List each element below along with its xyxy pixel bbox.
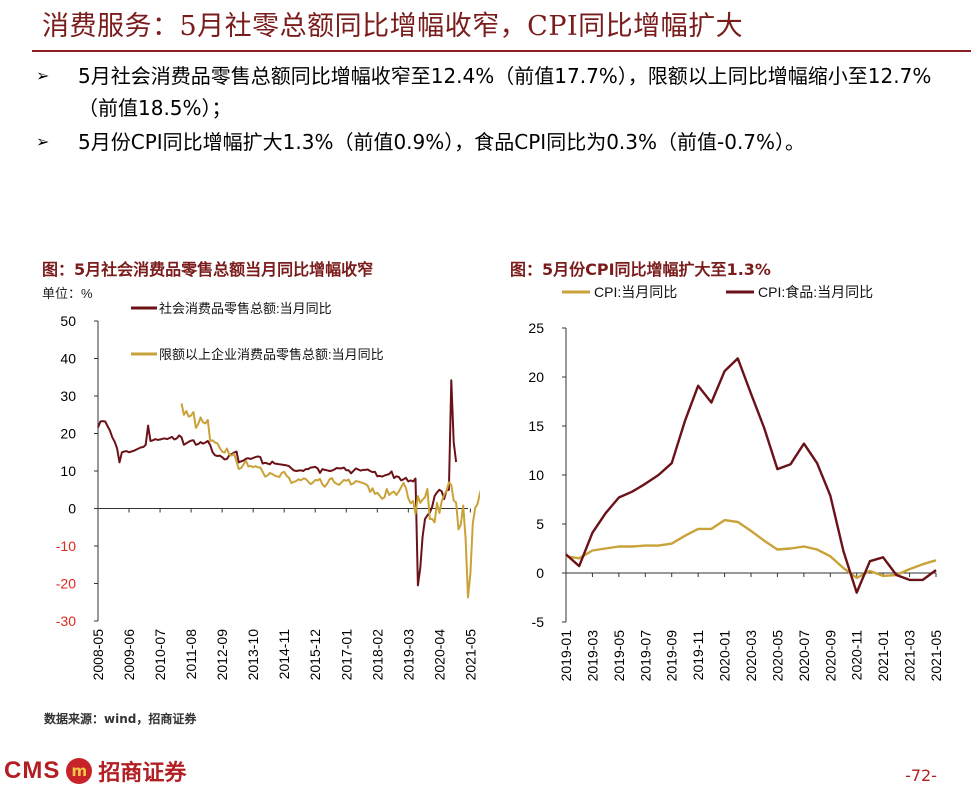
- y-tick-label: 20: [528, 369, 544, 385]
- page-number: -72-: [905, 766, 937, 785]
- logo-text-cn: 招商证券: [98, 760, 187, 786]
- bullet-item: ➢ 5月社会消费品零售总额同比增幅收窄至12.4%（前值17.7%），限额以上同…: [36, 60, 956, 124]
- cpi-chart-panel: 图：5月份CPI同比增幅扩大至1.3% 25 20 15 10 5 0 -5 2019-01 2…: [504, 248, 954, 708]
- x-tick-label: 2019-11: [690, 630, 706, 681]
- chart-title: 图：5月社会消费品零售总额当月同比增幅收窄: [42, 260, 374, 279]
- y-tick-label: 50: [60, 313, 76, 329]
- series-line-cpi-food: [565, 357, 937, 594]
- x-tick-label: 2018-02: [369, 629, 385, 681]
- x-tick-label: 2017-01: [338, 629, 354, 681]
- data-source-note: 数据来源：wind，招商证券: [44, 712, 197, 726]
- y-tick-label: 20: [60, 426, 76, 442]
- x-tick-label: 2014-11: [276, 629, 292, 680]
- x-tick-label: 2013-10: [245, 629, 261, 681]
- x-tick-label: 2020-03: [743, 630, 759, 682]
- unit-label: 单位：%: [42, 286, 93, 301]
- x-tick-label: 2020-05: [769, 630, 785, 682]
- legend-label: 限额以上企业消费品零售总额:当月同比: [159, 347, 384, 362]
- chart-title: 图：5月份CPI同比增幅扩大至1.3%: [510, 260, 771, 279]
- bullet-text: 5月份CPI同比增幅扩大1.3%（前值0.9%），食品CPI同比为0.3%（前值…: [78, 130, 806, 154]
- bullet-list: ➢ 5月社会消费品零售总额同比增幅收窄至12.4%（前值17.7%），限额以上同…: [36, 60, 956, 160]
- x-tick-label: 2019-05: [611, 630, 627, 682]
- arrow-bullet-icon: ➢: [36, 66, 50, 85]
- x-tick-label: 2015-12: [307, 629, 323, 681]
- y-tick-label: 0: [68, 501, 76, 517]
- company-logo: CMS m 招商证券: [4, 756, 186, 786]
- bullet-text: 5月社会消费品零售总额同比增幅收窄至12.4%（前值17.7%），限额以上同比增…: [78, 64, 932, 120]
- cpi-chart: 25 20 15 10 5 0 -5 2019-01 2019-03 2019-05 2019-07…: [528, 284, 944, 682]
- x-tick-label: 2019-07: [637, 630, 653, 682]
- y-tick-label: -30: [56, 613, 76, 629]
- x-tick-label: 2021-01: [875, 630, 891, 682]
- x-tick-label: 2019-03: [400, 629, 416, 681]
- x-tick-label: 2020-09: [822, 630, 838, 682]
- series-line-cpi: [565, 518, 937, 580]
- slide-title: 消费服务：5月社零总额同比增幅收窄，CPI同比增幅扩大: [42, 11, 744, 42]
- x-tick-label: 2021-05: [928, 630, 944, 682]
- bullet-item: ➢ 5月份CPI同比增幅扩大1.3%（前值0.9%），食品CPI同比为0.3%（…: [36, 126, 956, 158]
- title-divider: [32, 50, 971, 52]
- retail-sales-chart-panel: 图：5月社会消费品零售总额当月同比增幅收窄 单位：% 50 40 30 20 10 0 -10…: [34, 248, 480, 708]
- arrow-bullet-icon: ➢: [36, 132, 50, 151]
- x-tick-label: 2019-09: [664, 630, 680, 682]
- y-tick-label: 40: [60, 351, 76, 367]
- y-tick-label: 10: [528, 467, 544, 483]
- x-tick-label: 2019-01: [558, 630, 574, 682]
- retail-sales-chart: 单位：% 50 40 30 20 10 0 -10 -20 -30 2008-05 2009-06 20…: [42, 286, 480, 681]
- y-tick-label: -5: [532, 614, 545, 630]
- x-tick-label: 2009-06: [121, 629, 137, 681]
- x-tick-label: 2019-03: [584, 630, 600, 682]
- logo-text-en: CMS: [4, 757, 61, 784]
- y-tick-label: 25: [528, 320, 544, 336]
- legend-label: CPI:食品:当月同比: [758, 284, 873, 300]
- x-tick-label: 2011-08: [183, 629, 199, 680]
- legend-label: CPI:当月同比: [594, 284, 677, 300]
- y-tick-label: 5: [536, 516, 544, 532]
- x-tick-label: 2021-03: [902, 630, 918, 682]
- x-tick-label: 2021-05: [462, 629, 478, 681]
- x-tick-label: 2020-11: [849, 630, 865, 681]
- x-tick-label: 2020-01: [717, 630, 733, 682]
- series-line-retail-above-quota: [180, 403, 480, 599]
- y-tick-label: -20: [56, 576, 76, 592]
- series-line-retail-total: [97, 379, 458, 587]
- x-tick-label: 2008-05: [90, 629, 106, 681]
- x-tick-label: 2010-07: [152, 629, 168, 681]
- legend-label: 社会消费品零售总额:当月同比: [159, 301, 332, 316]
- x-tick-label: 2020-07: [796, 630, 812, 682]
- x-tick-label: 2012-09: [214, 629, 230, 681]
- y-tick-label: 0: [536, 565, 544, 581]
- y-tick-label: 15: [528, 418, 544, 434]
- y-tick-label: 30: [60, 388, 76, 404]
- y-tick-label: -10: [56, 538, 76, 554]
- x-tick-label: 2020-04: [431, 629, 447, 681]
- logo-badge-icon: m: [66, 758, 93, 784]
- y-tick-label: 10: [60, 463, 76, 479]
